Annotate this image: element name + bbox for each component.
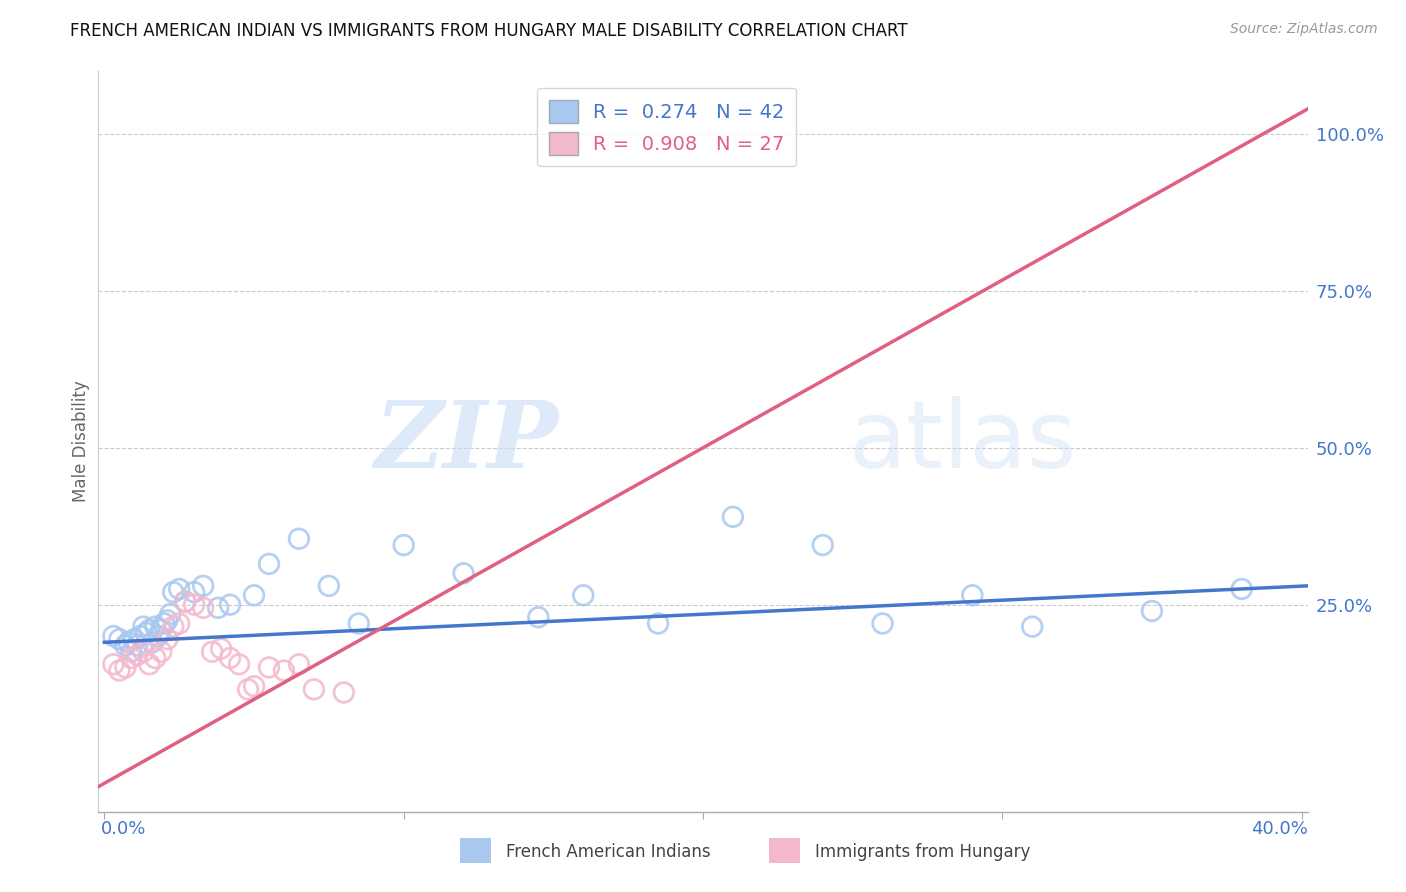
- Point: [103, 657, 125, 672]
- Point: [193, 579, 215, 593]
- Point: [117, 635, 139, 649]
- Y-axis label: Male Disability: Male Disability: [72, 381, 90, 502]
- Point: [302, 682, 325, 697]
- Point: [162, 619, 184, 633]
- Point: [156, 613, 179, 627]
- Text: atlas: atlas: [848, 395, 1077, 488]
- Point: [148, 629, 170, 643]
- Point: [114, 660, 136, 674]
- Point: [108, 632, 131, 647]
- Point: [333, 685, 356, 699]
- Text: French American Indians: French American Indians: [506, 843, 711, 861]
- Text: 40.0%: 40.0%: [1251, 820, 1308, 838]
- Text: Source: ZipAtlas.com: Source: ZipAtlas.com: [1230, 22, 1378, 37]
- Point: [207, 600, 229, 615]
- Point: [132, 645, 155, 659]
- Point: [228, 657, 250, 672]
- Point: [124, 632, 146, 647]
- Point: [108, 664, 131, 678]
- Point: [167, 616, 190, 631]
- Point: [132, 619, 155, 633]
- Point: [153, 616, 176, 631]
- Point: [453, 566, 475, 581]
- Point: [135, 626, 157, 640]
- Text: 0.0%: 0.0%: [101, 820, 146, 838]
- Point: [257, 557, 280, 571]
- Point: [201, 645, 224, 659]
- Point: [236, 682, 259, 697]
- Point: [143, 619, 166, 633]
- Point: [150, 623, 173, 637]
- Point: [114, 639, 136, 653]
- Point: [219, 598, 242, 612]
- Point: [962, 588, 984, 602]
- Point: [143, 651, 166, 665]
- Point: [243, 588, 266, 602]
- Point: [129, 629, 152, 643]
- Point: [647, 616, 669, 631]
- Point: [219, 651, 242, 665]
- Point: [167, 582, 190, 596]
- Point: [243, 679, 266, 693]
- Point: [288, 532, 311, 546]
- Point: [103, 629, 125, 643]
- Point: [572, 588, 595, 602]
- Point: [347, 616, 370, 631]
- Point: [138, 623, 160, 637]
- Point: [527, 610, 550, 624]
- Point: [273, 664, 295, 678]
- Point: [318, 579, 340, 593]
- Point: [159, 607, 181, 621]
- Text: ZIP: ZIP: [374, 397, 558, 486]
- Point: [127, 639, 149, 653]
- Point: [193, 600, 215, 615]
- Point: [138, 657, 160, 672]
- Legend: R =  0.274   N = 42, R =  0.908   N = 27: R = 0.274 N = 42, R = 0.908 N = 27: [537, 88, 796, 167]
- Text: FRENCH AMERICAN INDIAN VS IMMIGRANTS FROM HUNGARY MALE DISABILITY CORRELATION CH: FRENCH AMERICAN INDIAN VS IMMIGRANTS FRO…: [70, 22, 908, 40]
- Point: [257, 660, 280, 674]
- Point: [1140, 604, 1163, 618]
- Point: [1230, 582, 1253, 596]
- Point: [209, 641, 232, 656]
- Point: [392, 538, 415, 552]
- Point: [141, 635, 163, 649]
- Point: [811, 538, 834, 552]
- Point: [183, 585, 205, 599]
- Point: [174, 594, 197, 608]
- Point: [162, 585, 184, 599]
- Text: Immigrants from Hungary: Immigrants from Hungary: [815, 843, 1031, 861]
- Point: [288, 657, 311, 672]
- Point: [150, 645, 173, 659]
- Point: [872, 616, 894, 631]
- Point: [183, 598, 205, 612]
- Point: [120, 651, 142, 665]
- Point: [156, 632, 179, 647]
- Point: [120, 645, 142, 659]
- Point: [127, 648, 149, 662]
- Point: [721, 509, 744, 524]
- Point: [1021, 619, 1043, 633]
- Point: [174, 594, 197, 608]
